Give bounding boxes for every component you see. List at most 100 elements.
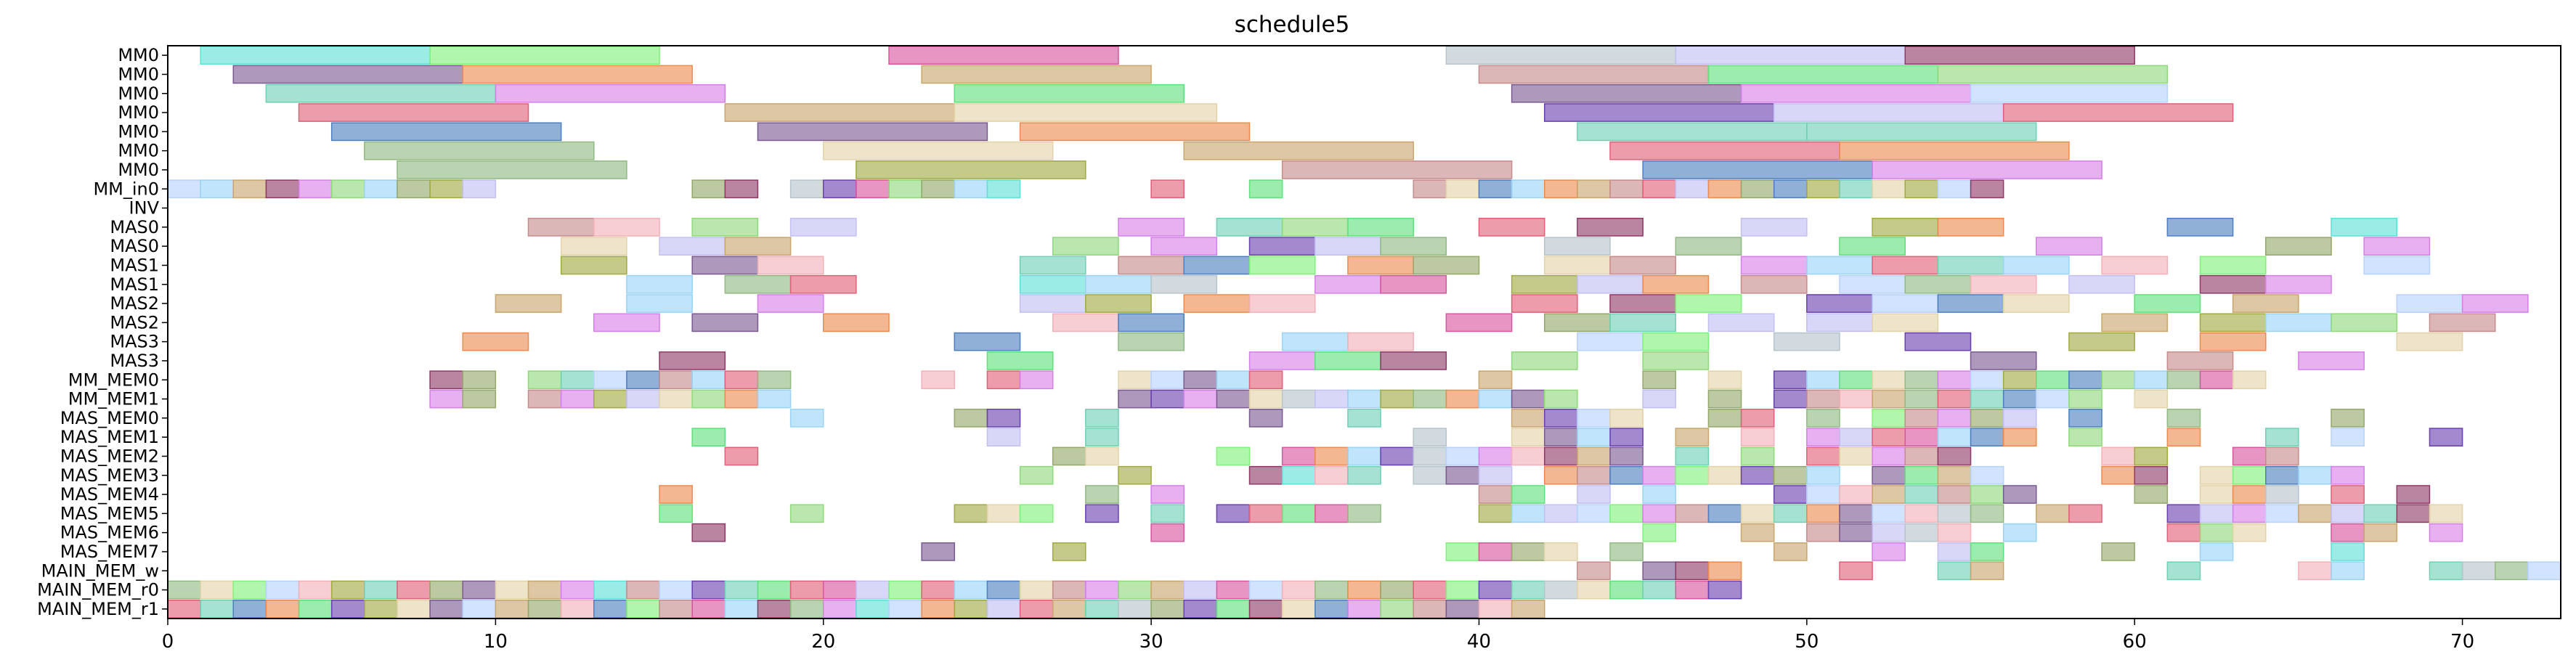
task-bar-mm-in0-66: [1609, 179, 1643, 199]
task-bar-mm-mem1-242: [659, 389, 693, 409]
xtick-label: 30: [1139, 631, 1163, 653]
task-bar-mas3-183: [1577, 332, 1643, 351]
task-bar-mas2-172: [1872, 313, 1939, 332]
task-bar-mas-mem6-446: [2429, 523, 2463, 542]
task-bar-mm0-21: [1544, 103, 1775, 122]
task-bar-main-mem-r1-554: [1183, 600, 1218, 619]
task-bar-mas1-136: [1642, 274, 1710, 294]
task-bar-mas-mem2-339: [2134, 446, 2169, 466]
task-bar-main-mem-r0-502: [1052, 580, 1086, 600]
task-bar-main-mem-r1-547: [954, 600, 988, 619]
task-bar-mm-in0-72: [1806, 179, 1840, 199]
task-bar-mm-in0-67: [1642, 179, 1677, 199]
task-bar-mm-in0-73: [1839, 179, 1873, 199]
task-bar-mas1-107: [560, 256, 627, 275]
task-bar-mas-mem5-409: [1642, 504, 1677, 523]
task-bar-mas-mem6-439: [1937, 523, 1972, 542]
task-bar-mm-in0-75: [1904, 179, 1939, 199]
task-bar-mm0-14: [954, 83, 1185, 103]
ytick-label: MAS3: [110, 332, 159, 352]
task-bar-main-mem-r0-475: [167, 580, 201, 600]
task-bar-mm0-3: [1445, 46, 1677, 65]
task-bar-mas-mem6-441: [2166, 523, 2201, 542]
task-bar-mas3-187: [2068, 332, 2135, 351]
task-bar-mas3-190: [659, 351, 726, 370]
task-bar-mas-mem5-396: [1019, 504, 1054, 523]
task-bar-mm-mem0-235: [2232, 370, 2267, 390]
task-bar-main-mem-r1-539: [691, 600, 726, 619]
task-bar-main-mem-w-464: [1707, 561, 1742, 581]
chart-title: schedule5: [1235, 12, 1350, 38]
task-bar-mas-mem4-376: [1577, 485, 1611, 504]
task-bar-mm-mem1-250: [1248, 389, 1283, 409]
ytick-label: MAS_MEM7: [60, 542, 159, 562]
task-bar-mas1-112: [1183, 256, 1251, 275]
task-bar-main-mem-w-466: [1937, 561, 1972, 581]
xtick-label: 60: [2123, 631, 2147, 653]
task-bar-mas2-176: [2331, 313, 2398, 332]
task-bar-mas-mem5-425: [2265, 504, 2299, 523]
task-bar-mas-mem6-435: [1806, 523, 1840, 542]
task-bar-mas3-192: [1248, 351, 1316, 370]
task-bar-main-mem-r0-479: [298, 580, 333, 600]
task-bar-mas1-138: [1839, 274, 1906, 294]
task-bar-mm-mem1-241: [626, 389, 660, 409]
task-bar-mas-mem1-304: [1806, 428, 1840, 446]
ytick-label: MAIN_MEM_r0: [37, 580, 159, 600]
task-bar-mas-mem7-450: [1478, 542, 1513, 561]
task-bar-mm-mem0-218: [1478, 370, 1513, 390]
task-bar-mas-mem5-403: [1347, 504, 1381, 523]
task-bar-mas-mem0-287: [1904, 409, 1939, 428]
task-bar-mas-mem0-280: [1544, 409, 1578, 428]
task-bar-mas-mem3-369: [2298, 465, 2332, 485]
task-bar-main-mem-r0-491: [691, 580, 726, 600]
task-bar-main-mem-r1-537: [626, 600, 660, 619]
task-bar-mas-mem1-310: [2002, 428, 2037, 446]
task-bar-mas-mem4-377: [1642, 485, 1677, 504]
task-bar-mas-mem1-299: [1544, 428, 1578, 446]
task-bar-mm-mem0-228: [2002, 370, 2037, 390]
task-bar-mm-in0-63: [1511, 179, 1545, 199]
task-bar-main-mem-r1-551: [1085, 600, 1119, 619]
task-bar-main-mem-r0-518: [1577, 580, 1611, 600]
task-bar-main-mem-r1-543: [822, 600, 857, 619]
task-bar-mas3-189: [2396, 332, 2463, 351]
task-bar-main-mem-r0-480: [330, 580, 365, 600]
task-bar-mas-mem7-460: [2331, 542, 2365, 561]
task-bar-mas3-198: [2166, 351, 2234, 370]
task-bar-mas-mem5-415: [1839, 504, 1873, 523]
task-bar-mm-mem0-200: [429, 370, 463, 390]
task-bar-mm-mem0-217: [1248, 370, 1283, 390]
task-bar-mas2-154: [1806, 294, 1873, 313]
task-bar-main-mem-r0-488: [593, 580, 627, 600]
task-bar-mm-in0-41: [232, 179, 267, 199]
task-bar-mas1-124: [2199, 256, 2267, 275]
task-bar-mm-in0-65: [1577, 179, 1611, 199]
task-bar-mas-mem2-326: [1478, 446, 1513, 466]
task-bar-mm-mem0-222: [1806, 370, 1840, 390]
task-bar-mas0-92: [2331, 218, 2398, 237]
task-bar-mas-mem0-290: [2002, 409, 2037, 428]
task-bar-mas-mem4-383: [1937, 485, 1972, 504]
task-bar-main-mem-r0-490: [659, 580, 693, 600]
task-bar-mas2-175: [2265, 313, 2332, 332]
task-bar-mm0-5: [1904, 46, 2135, 65]
task-bar-mas-mem0-273: [789, 409, 824, 428]
task-bar-main-mem-r0-481: [364, 580, 398, 600]
task-bar-mas0-79: [593, 218, 660, 237]
task-bar-mm-mem1-266: [1904, 389, 1939, 409]
task-bar-main-mem-r0-506: [1183, 580, 1218, 600]
task-bar-mas-mem4-372: [1085, 485, 1119, 504]
task-bar-main-mem-r0-508: [1248, 580, 1283, 600]
task-bar-mas-mem3-357: [1740, 465, 1775, 485]
task-bar-mas0-106: [2363, 237, 2431, 256]
task-bar-mas0-96: [1052, 237, 1119, 256]
task-bar-mas-mem2-338: [2101, 446, 2135, 466]
task-bar-main-mem-r1-553: [1150, 600, 1185, 619]
task-bar-mm-mem1-268: [1970, 389, 2004, 409]
task-bar-mas2-148: [1085, 294, 1152, 313]
task-bar-mm-mem0-219: [1642, 370, 1677, 390]
task-bar-mas-mem7-453: [1609, 542, 1643, 561]
task-bar-mm-mem0-230: [2068, 370, 2102, 390]
task-bar-mas-mem4-389: [2265, 485, 2299, 504]
